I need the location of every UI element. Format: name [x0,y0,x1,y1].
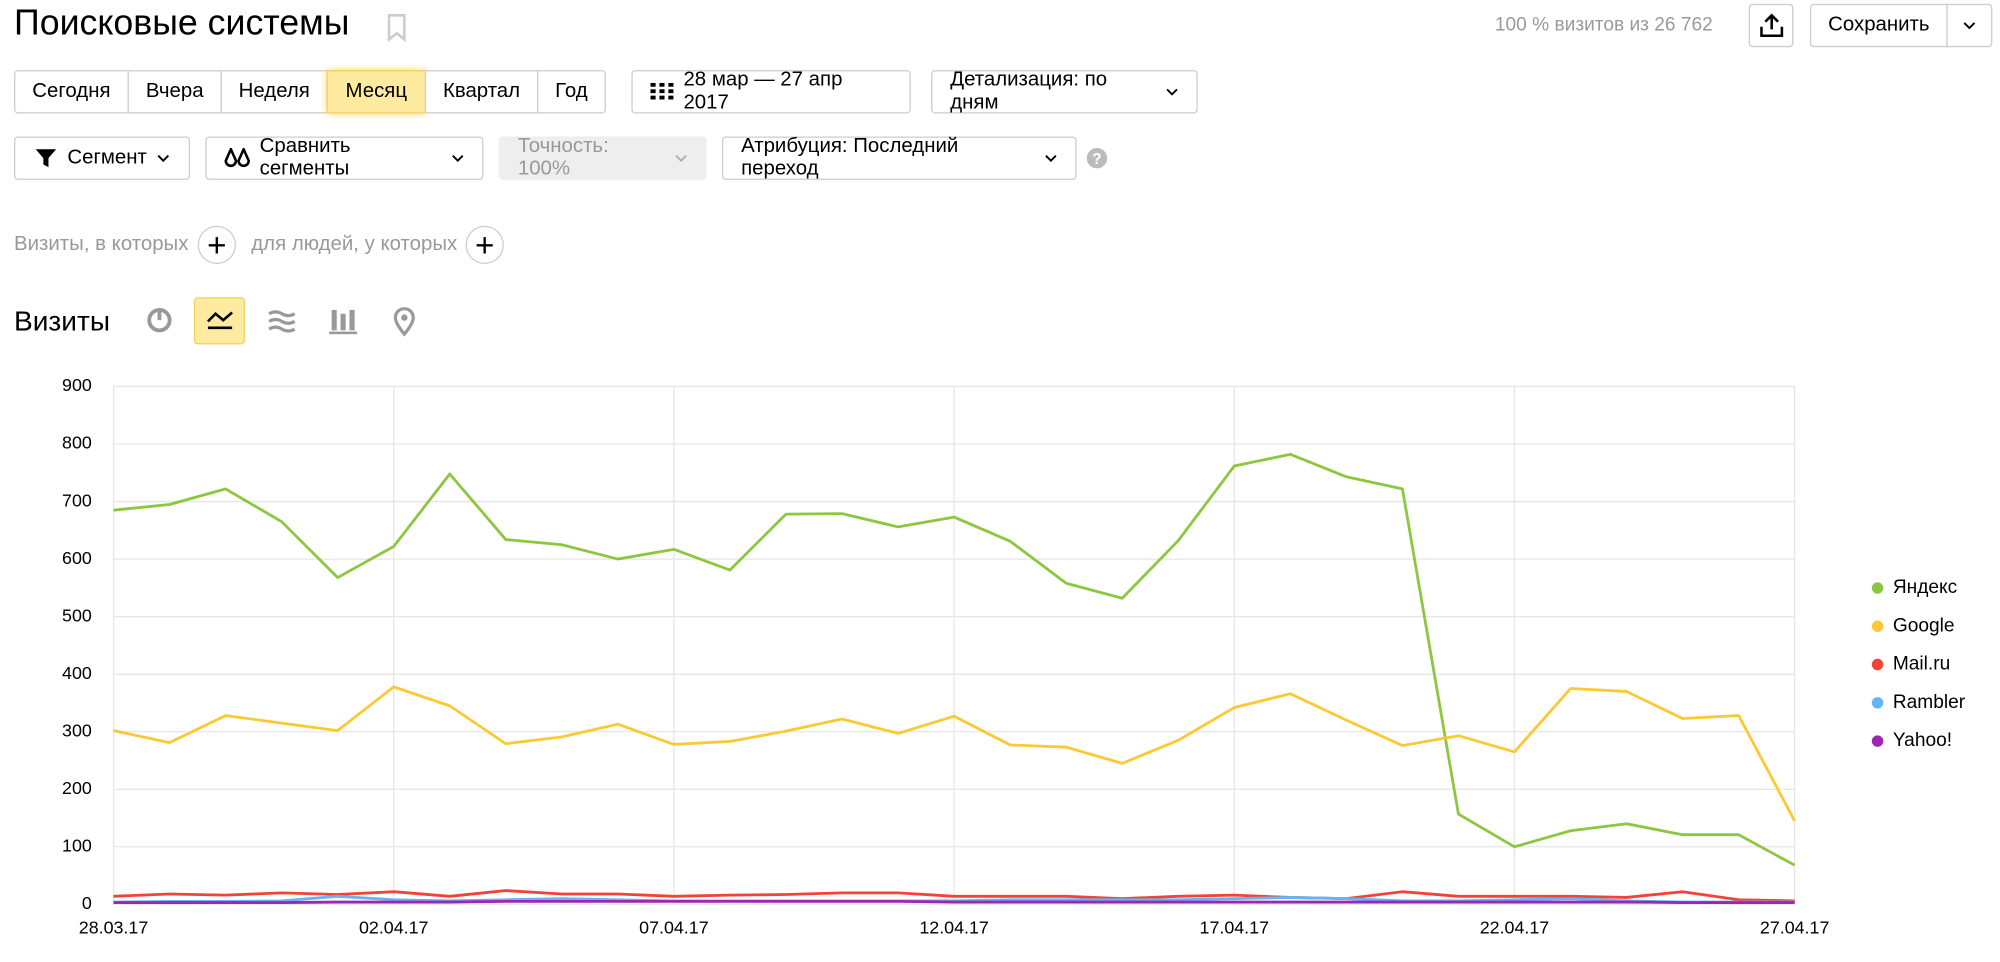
x-tick-label: 28.03.17 [79,917,149,937]
bar-chart-icon[interactable] [329,307,358,335]
series-line [113,889,1795,903]
x-tick-label: 22.04.17 [1480,917,1550,937]
add-visit-condition[interactable]: + [197,225,236,265]
x-tick-label: 27.04.17 [1760,917,1830,937]
series-line [113,899,1795,904]
accuracy-label: Точность: 100% [517,135,609,180]
period-button[interactable]: Вчера [127,70,222,114]
map-icon[interactable] [392,306,418,337]
segment-button[interactable]: Сегмент [14,136,191,180]
compare-button[interactable]: Сравнить сегменты [205,135,484,180]
series-line [113,452,1796,867]
series-line [113,894,1795,904]
help-icon[interactable]: ? [1086,147,1108,169]
date-range-button[interactable]: 28 мар — 27 апр 2017 [631,68,911,114]
y-tick-label: 800 [62,433,92,453]
period-button[interactable]: Месяц [326,70,427,114]
period-button[interactable]: Сегодня [14,70,129,114]
export-button[interactable] [1748,3,1794,48]
y-tick-label: 200 [62,778,92,798]
y-tick-label: 700 [62,490,92,510]
detail-label: Детализация: по дням [950,68,1108,114]
accuracy-button: Точность: 100% [498,135,707,180]
plot-border [112,385,1796,905]
period-button[interactable]: Квартал [424,70,539,114]
y-tick-label: 600 [62,548,92,568]
chart-title: Визиты [14,304,110,337]
compare-label: Сравнить сегменты [259,135,351,180]
x-tick-label: 12.04.17 [919,917,989,937]
legend-label: Google [1893,615,1955,636]
legend-label: Яндекс [1893,577,1958,598]
legend-marker [1871,658,1884,671]
segment-label: Сегмент [67,146,147,169]
add-people-condition[interactable]: + [465,225,504,265]
x-tick-label: 07.04.17 [639,917,709,937]
detail-button[interactable]: Детализация: по дням [931,68,1198,114]
y-tick-label: 0 [82,893,92,913]
legend-label: Yahoo! [1893,730,1952,751]
pie-chart-icon[interactable] [145,306,173,334]
date-range: 28 мар — 27 апр 2017 [683,68,843,114]
series-line [113,685,1796,822]
period-button[interactable]: Неделя [220,70,328,114]
legend-marker [1871,582,1884,594]
svg-text:?: ? [1092,151,1101,168]
x-tick-label: 02.04.17 [359,917,429,937]
legend-label: Rambler [1893,692,1966,713]
y-tick-label: 400 [62,663,92,683]
page-title: Поисковые системы [14,2,350,43]
save-menu-button[interactable] [1946,3,1993,48]
attribution-label: Атрибуция: Последний переход [741,135,959,180]
visits-summary: 100 % визитов из 26 762 [1494,14,1713,36]
filter-people-label: для людей, у которых [251,233,458,256]
attribution-button[interactable]: Атрибуция: Последний переход [721,135,1077,180]
y-tick-label: 900 [62,375,92,395]
legend-marker [1871,735,1884,747]
x-tick-label: 17.04.17 [1200,917,1270,937]
save-button[interactable]: Сохранить [1809,3,1948,48]
y-tick-label: 500 [62,605,92,625]
y-tick-label: 300 [62,720,92,740]
legend-label: Mail.ru [1893,654,1950,675]
y-tick-label: 100 [62,836,92,856]
area-chart-icon[interactable] [268,309,296,335]
filter-visits-label: Визиты, в которых [14,233,189,256]
period-button[interactable]: Год [536,70,606,114]
legend-marker [1871,697,1884,709]
line-chart-icon[interactable] [193,297,245,345]
legend-marker [1871,620,1884,633]
bookmark-icon[interactable] [386,14,406,43]
